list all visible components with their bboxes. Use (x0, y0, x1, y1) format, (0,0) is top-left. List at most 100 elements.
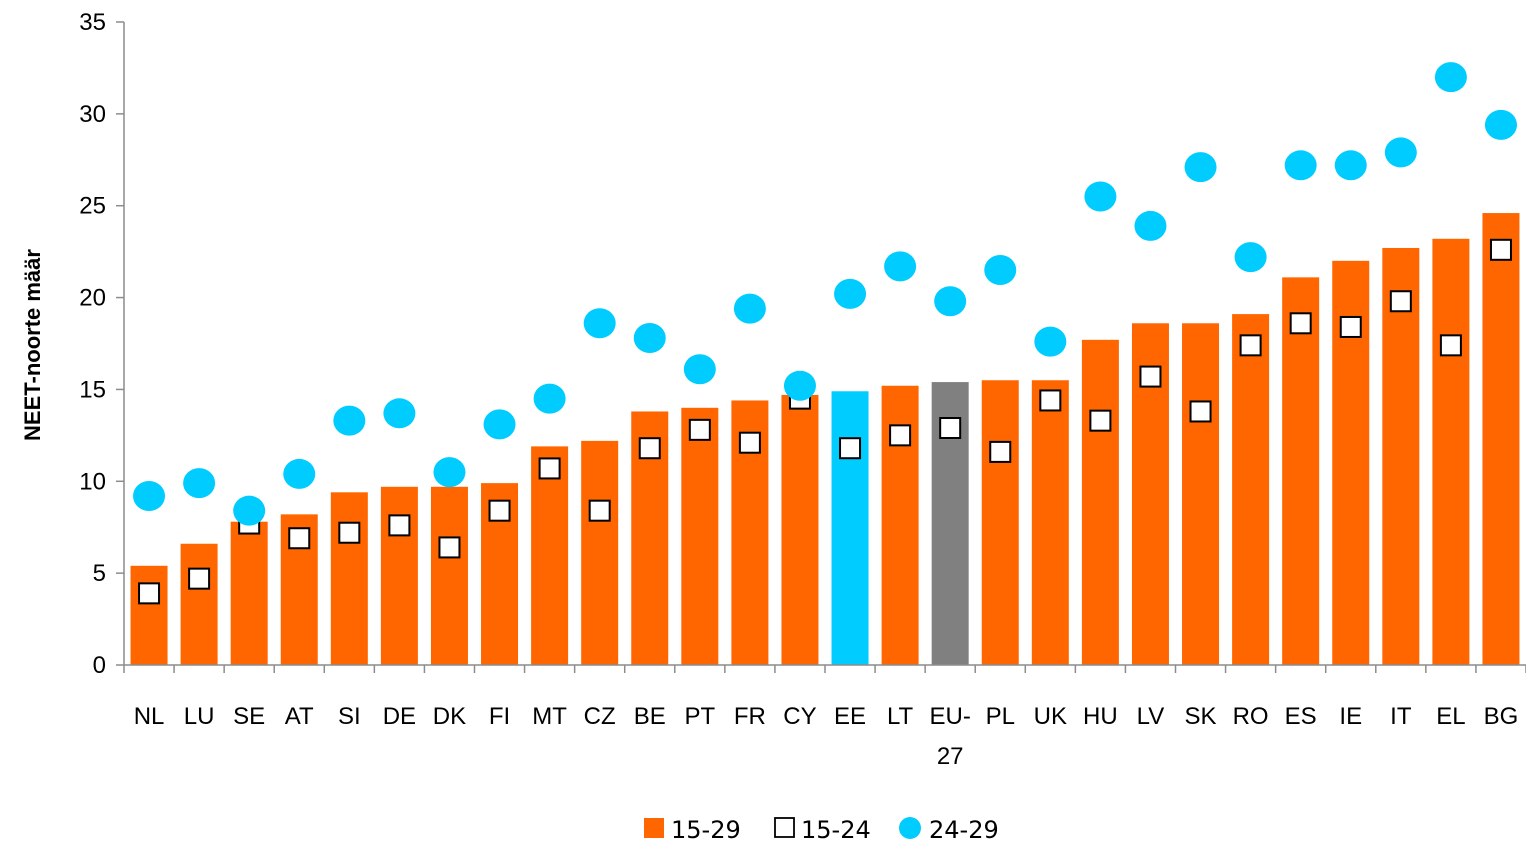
square-marker-cz (588, 499, 611, 522)
bar-it (1382, 247, 1420, 665)
square-marker-eu-27 (939, 417, 962, 440)
circle-marker-el (1434, 62, 1467, 93)
y-tick-label: 0 (93, 652, 106, 679)
square-marker-be (638, 437, 661, 460)
markers (133, 62, 1517, 605)
circle-marker-eu-27 (934, 286, 967, 317)
legend-swatch-circle (899, 817, 921, 839)
y-tick-label: 15 (79, 376, 106, 403)
x-tick-label: BG (1484, 703, 1519, 730)
x-tick-label: CY (783, 703, 816, 730)
square-marker-mt (538, 457, 561, 480)
circle-marker-dk (433, 457, 466, 488)
bar-es (1282, 277, 1320, 665)
bar-si (330, 492, 368, 665)
circle-marker-pl (984, 255, 1017, 286)
y-tick-label: 35 (79, 9, 106, 36)
circle-marker-cz (583, 308, 616, 339)
circle-marker-nl (133, 480, 166, 511)
x-tick-label: IT (1390, 703, 1412, 730)
x-tick-label: DK (433, 703, 466, 730)
circle-marker-ee (834, 278, 867, 309)
bar-dk (430, 486, 468, 665)
x-tick-label: SE (233, 703, 265, 730)
bar-mt (531, 446, 569, 665)
x-tick-label: NL (134, 703, 165, 730)
x-tick-label: SI (338, 703, 361, 730)
circle-marker-si (333, 405, 366, 436)
x-tick-label: CZ (584, 703, 616, 730)
square-marker-at (288, 527, 311, 550)
y-tick-label: 5 (93, 560, 106, 587)
legend-label-15-29: 15-29 (671, 816, 741, 844)
square-marker-fr (738, 431, 761, 454)
bar-cz (581, 440, 619, 665)
x-tick-label: FR (734, 703, 766, 730)
legend-label-15-24: 15-24 (801, 816, 871, 844)
bar-sk (1182, 323, 1220, 665)
x-tick-label: AT (285, 703, 314, 730)
x-tick-label: MT (532, 703, 567, 730)
bars-15-29 (130, 213, 1520, 666)
circle-marker-fr (733, 293, 766, 324)
x-tick-label: PL (986, 703, 1015, 730)
circle-marker-sk (1184, 152, 1217, 183)
circle-marker-lu (183, 468, 216, 499)
square-marker-es (1289, 312, 1312, 335)
circle-marker-lt (884, 251, 917, 282)
x-tick-label: EE (834, 703, 866, 730)
circle-marker-uk (1034, 326, 1067, 357)
y-tick-label: 10 (79, 468, 106, 495)
circle-marker-at (283, 458, 316, 489)
bar-se (230, 521, 268, 665)
circle-marker-ro (1234, 242, 1267, 273)
bar-pl (981, 380, 1019, 665)
bar-lu (180, 543, 218, 665)
circle-marker-fi (483, 409, 516, 440)
circle-marker-be (633, 322, 666, 353)
legend: 15-29 15-24 24-29 (644, 816, 999, 844)
square-marker-hu (1089, 409, 1112, 432)
x-tick-label: UK (1034, 703, 1067, 730)
square-marker-lv (1139, 365, 1162, 388)
y-tick-label: 20 (79, 285, 106, 312)
circle-marker-es (1284, 150, 1317, 181)
legend-label-24-29: 24-29 (929, 816, 999, 844)
bar-nl (130, 565, 168, 665)
square-marker-bg (1489, 238, 1512, 261)
square-marker-lu (188, 567, 211, 590)
x-tick-label: RO (1233, 703, 1269, 730)
square-marker-ee (839, 437, 862, 460)
square-marker-ro (1239, 334, 1262, 357)
square-marker-fi (488, 499, 511, 522)
square-marker-el (1439, 334, 1462, 357)
x-tick-label: FI (489, 703, 510, 730)
square-marker-pt (688, 418, 711, 441)
circle-marker-se (233, 495, 266, 526)
bar-uk (1031, 380, 1069, 665)
x-tick-label: HU (1083, 703, 1118, 730)
circle-marker-bg (1484, 109, 1517, 140)
x-tick-label: DE (383, 703, 416, 730)
y-tick-label: 30 (79, 101, 106, 128)
legend-swatch-bar (644, 818, 664, 838)
x-tick-label: 27 (937, 743, 964, 770)
square-marker-it (1389, 290, 1412, 313)
x-tick-label: LV (1137, 703, 1165, 730)
circle-marker-lv (1134, 210, 1167, 241)
square-marker-de (388, 514, 411, 537)
circle-marker-cy (783, 370, 816, 401)
square-marker-si (338, 521, 361, 544)
bar-cy (781, 394, 819, 665)
bar-ro (1232, 314, 1270, 665)
bar-hu (1081, 339, 1119, 665)
circle-marker-pt (683, 354, 716, 385)
bar-bg (1482, 213, 1520, 665)
square-marker-uk (1039, 389, 1062, 412)
square-marker-lt (889, 424, 912, 447)
circle-marker-hu (1084, 181, 1117, 212)
bar-el (1432, 238, 1470, 666)
x-tick-label: LT (887, 703, 914, 730)
x-tick-label: SK (1185, 703, 1217, 730)
square-marker-nl (138, 582, 161, 605)
